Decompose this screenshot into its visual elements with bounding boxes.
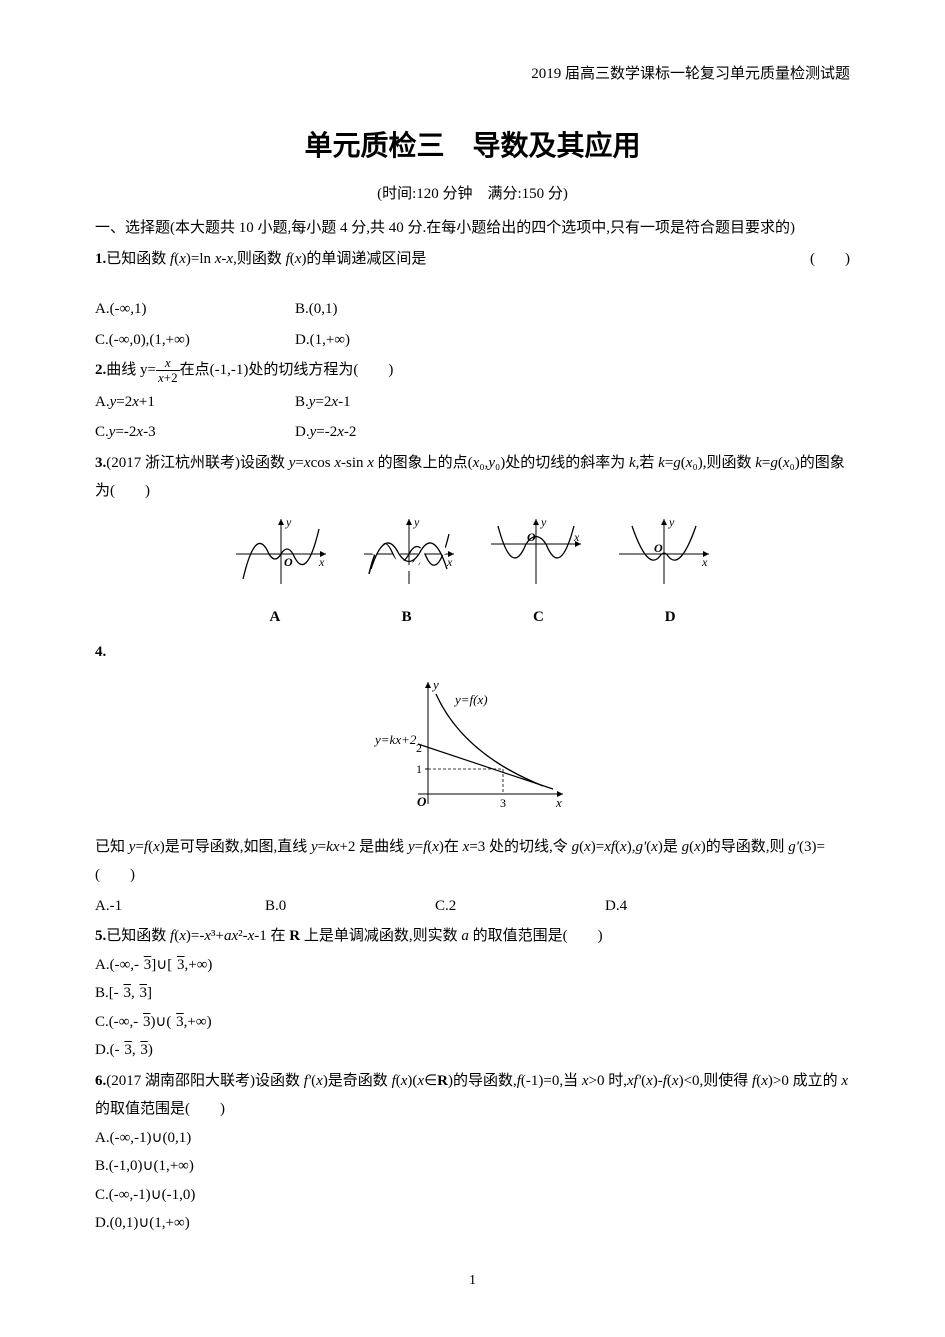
svg-text:2: 2	[416, 741, 422, 755]
q3-graph-b: y x O	[359, 514, 459, 589]
q4-opt-d: D.4	[605, 892, 775, 921]
q1-opt-d: D.(1,+∞)	[295, 326, 495, 355]
question-3: 3.(2017 浙江杭州联考)设函数 y=xcos x-sin x 的图象上的点…	[95, 449, 850, 506]
q3-label-c: C	[474, 603, 602, 632]
q4-text: 已知 y=f(x)是可导函数,如图,直线 y=kx+2 是曲线 y=f(x)在 …	[95, 839, 825, 884]
svg-text:y: y	[285, 515, 292, 529]
main-title: 单元质检三 导数及其应用	[95, 119, 850, 172]
svg-text:y=f(x): y=f(x)	[453, 692, 488, 707]
svg-text:x: x	[318, 555, 325, 569]
q3-graph-d: y x O	[614, 514, 714, 589]
q5-opt-d: D.(- 3, 3)	[95, 1036, 850, 1065]
svg-text:y: y	[540, 515, 547, 529]
svg-text:x: x	[446, 555, 453, 569]
sub-title: (时间:120 分钟 满分:150 分)	[95, 180, 850, 209]
q1-paren: ( )	[810, 245, 850, 274]
section-1-heading: 一、选择题(本大题共 10 小题,每小题 4 分,共 40 分.在每小题给出的四…	[95, 214, 850, 243]
svg-text:y: y	[413, 515, 420, 529]
doc-header: 2019 届高三数学课标一轮复习单元质量检测试题	[95, 60, 850, 89]
q4-opt-c: C.2	[435, 892, 605, 921]
q6-opt-d: D.(0,1)∪(1,+∞)	[95, 1209, 850, 1238]
q3-text: (2017 浙江杭州联考)设函数 y=xcos x-sin x 的图象上的点(x…	[95, 455, 845, 500]
q6-opt-a: A.(-∞,-1)∪(0,1)	[95, 1124, 850, 1153]
q3-graphs: y x O y x O y x O y x	[95, 514, 850, 600]
svg-text:x: x	[555, 795, 562, 810]
page-number: 1	[95, 1268, 850, 1295]
q1-text: 已知函数 f(x)=ln x-x,则函数 f(x)的单调递减区间是	[106, 251, 426, 267]
q2-num: 2.	[95, 362, 106, 378]
q1-opt-b: B.(0,1)	[295, 295, 495, 324]
q2-text: 曲线 y=xx+2在点(-1,-1)处的切线方程为( )	[106, 362, 393, 378]
q1-num: 1.	[95, 251, 106, 267]
question-1: 1.已知函数 f(x)=ln x-x,则函数 f(x)的单调递减区间是 ( )	[95, 245, 850, 274]
q4-figure: y x O y=f(x) y=kx+2 2 1 3	[95, 674, 850, 825]
svg-text:y: y	[668, 515, 675, 529]
q2-opt-b: B.y=2x-1	[295, 388, 495, 417]
q3-label-d: D	[606, 603, 734, 632]
q3-graph-a: y x O	[231, 514, 331, 589]
q1-options-row2: C.(-∞,0),(1,+∞) D.(1,+∞)	[95, 326, 850, 355]
svg-text:y=kx+2: y=kx+2	[373, 732, 417, 747]
svg-text:O: O	[654, 541, 663, 555]
q2-options-row1: A.y=2x+1 B.y=2x-1	[95, 388, 850, 417]
q6-text: (2017 湖南邵阳大联考)设函数 f'(x)是奇函数 f(x)(x∈R)的导函…	[95, 1073, 848, 1118]
svg-text:y: y	[431, 677, 439, 692]
q6-num: 6.	[95, 1073, 106, 1089]
q4-opt-a: A.-1	[95, 892, 265, 921]
q4-opt-b: B.0	[265, 892, 435, 921]
svg-text:x: x	[701, 555, 708, 569]
question-6: 6.(2017 湖南邵阳大联考)设函数 f'(x)是奇函数 f(x)(x∈R)的…	[95, 1067, 850, 1124]
q3-label-b: B	[343, 603, 471, 632]
q6-opt-c: C.(-∞,-1)∪(-1,0)	[95, 1181, 850, 1210]
q5-opt-c: C.(-∞,- 3)∪( 3,+∞)	[95, 1008, 850, 1037]
q4-options: A.-1 B.0 C.2 D.4	[95, 892, 850, 921]
question-2: 2.曲线 y=xx+2在点(-1,-1)处的切线方程为( )	[95, 356, 850, 386]
svg-text:O: O	[417, 794, 427, 809]
q4-num: 4.	[95, 644, 106, 660]
q1-opt-a: A.(-∞,1)	[95, 295, 295, 324]
q1-options-row1: A.(-∞,1) B.(0,1)	[95, 295, 850, 324]
question-4-num: 4.	[95, 638, 850, 667]
q5-opt-a: A.(-∞,- 3]∪[ 3,+∞)	[95, 951, 850, 980]
question-5: 5.已知函数 f(x)=-x³+ax²-x-1 在 R 上是单调减函数,则实数 …	[95, 922, 850, 951]
q2-options-row2: C.y=-2x-3 D.y=-2x-2	[95, 418, 850, 447]
svg-text:3: 3	[500, 796, 506, 810]
q5-opt-b: B.[- 3, 3]	[95, 979, 850, 1008]
q3-graph-labels: A B C D	[95, 603, 850, 632]
q1-opt-c: C.(-∞,0),(1,+∞)	[95, 326, 295, 355]
q3-num: 3.	[95, 455, 106, 471]
q5-text: 已知函数 f(x)=-x³+ax²-x-1 在 R 上是单调减函数,则实数 a …	[106, 928, 602, 944]
q3-label-a: A	[211, 603, 339, 632]
svg-text:O: O	[284, 555, 293, 569]
q5-num: 5.	[95, 928, 106, 944]
q2-opt-a: A.y=2x+1	[95, 388, 295, 417]
q2-opt-c: C.y=-2x-3	[95, 418, 295, 447]
svg-text:1: 1	[416, 762, 422, 776]
q6-opt-b: B.(-1,0)∪(1,+∞)	[95, 1152, 850, 1181]
svg-text:x: x	[573, 530, 580, 544]
q3-graph-c: y x O	[486, 514, 586, 589]
question-4-text: 已知 y=f(x)是可导函数,如图,直线 y=kx+2 是曲线 y=f(x)在 …	[95, 833, 850, 890]
q2-opt-d: D.y=-2x-2	[295, 418, 495, 447]
